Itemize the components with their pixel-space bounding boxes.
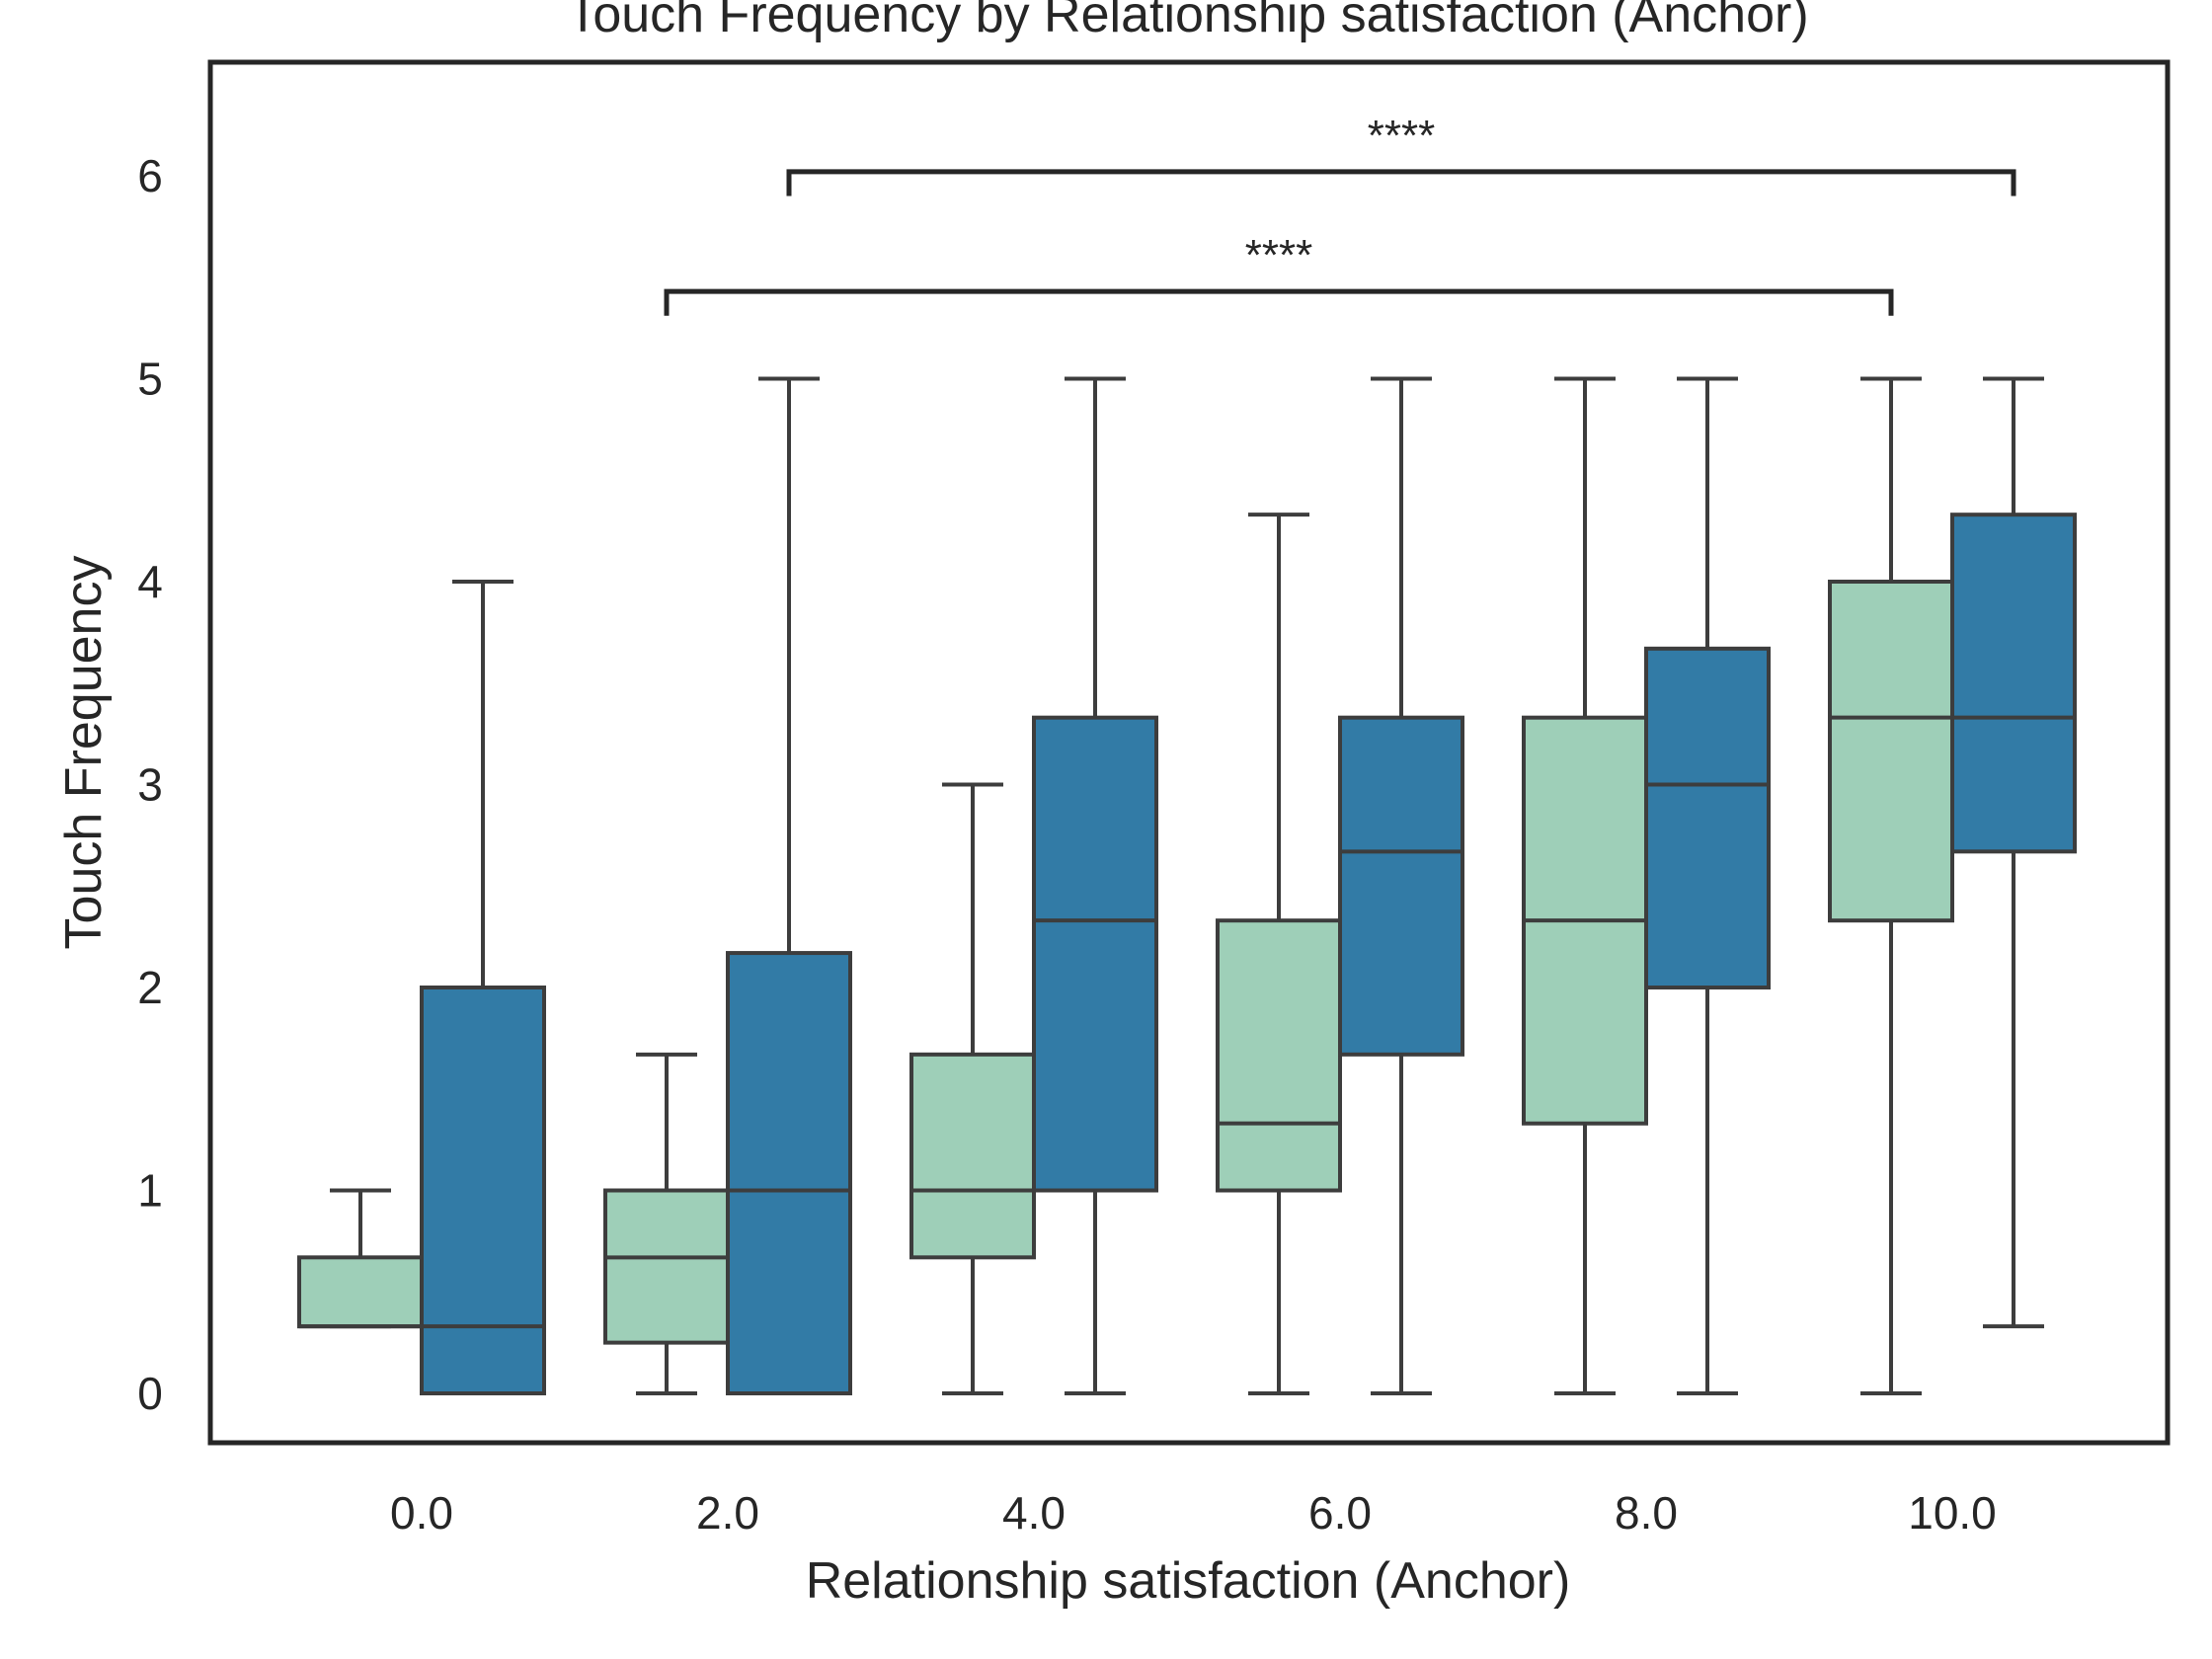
x-tick-label: 8.0 <box>1615 1487 1678 1539</box>
box-iqr <box>1032 715 1158 1193</box>
box-6.0-series-1 <box>1338 376 1464 1395</box>
significance-bracket-0: **** <box>664 231 1894 316</box>
box-0.0-series-0 <box>297 1188 424 1329</box>
x-tick-label: 2.0 <box>696 1487 759 1539</box>
box-iqr <box>420 986 546 1395</box>
box-4.0-series-1 <box>1032 376 1158 1395</box>
x-axis-label: Relationship satisfaction (Anchor) <box>806 1552 1571 1610</box>
y-tick-label: 6 <box>137 150 163 201</box>
box-iqr <box>1216 918 1342 1193</box>
box-0.0-series-1 <box>420 580 546 1395</box>
significance-bracket-1: **** <box>786 112 2016 197</box>
box-iqr <box>1828 580 1954 923</box>
x-tick-label: 0.0 <box>390 1487 453 1539</box>
y-tick-label: 3 <box>137 759 163 811</box>
box-iqr <box>1950 513 2077 854</box>
box-4.0-series-0 <box>909 782 1036 1395</box>
boxes-layer <box>297 376 2077 1395</box>
y-tick-label: 0 <box>137 1368 163 1419</box>
x-tick-label: 4.0 <box>1002 1487 1066 1539</box>
box-iqr <box>1644 646 1771 989</box>
box-2.0-series-0 <box>603 1052 730 1395</box>
significance-label: **** <box>1368 112 1436 160</box>
box-10.0-series-0 <box>1828 376 1954 1395</box>
box-iqr <box>909 1052 1036 1260</box>
box-8.0-series-1 <box>1644 376 1771 1395</box>
box-6.0-series-0 <box>1216 513 1342 1395</box>
x-axis-ticks: 0.0 2.0 4.0 6.0 8.0 10.0 <box>390 1487 1997 1539</box>
y-axis-label: Touch Frequency <box>55 556 113 950</box>
x-tick-label: 6.0 <box>1308 1487 1372 1539</box>
box-10.0-series-1 <box>1950 376 2077 1329</box>
box-iqr <box>603 1188 730 1345</box>
y-tick-label: 1 <box>137 1165 163 1217</box>
bracket-line <box>664 288 1894 316</box>
plot-frame <box>207 59 2171 1446</box>
box-2.0-series-1 <box>726 376 852 1395</box>
y-tick-label: 5 <box>137 354 163 405</box>
y-tick-label: 2 <box>137 962 163 1013</box>
x-tick-label: 10.0 <box>1908 1487 1997 1539</box>
annotations-layer: **** **** <box>664 112 2016 316</box>
y-tick-label: 4 <box>137 556 163 607</box>
y-axis-ticks: 0 1 2 3 4 5 6 <box>137 150 163 1419</box>
chart-title: Touch Frequency by Relationship satisfac… <box>567 0 1808 43</box>
box-iqr <box>726 951 852 1395</box>
significance-label: **** <box>1245 231 1313 279</box>
box-iqr <box>297 1255 424 1329</box>
box-8.0-series-0 <box>1522 376 1648 1395</box>
box-iqr <box>1338 715 1464 1057</box>
bracket-line <box>786 169 2016 197</box>
